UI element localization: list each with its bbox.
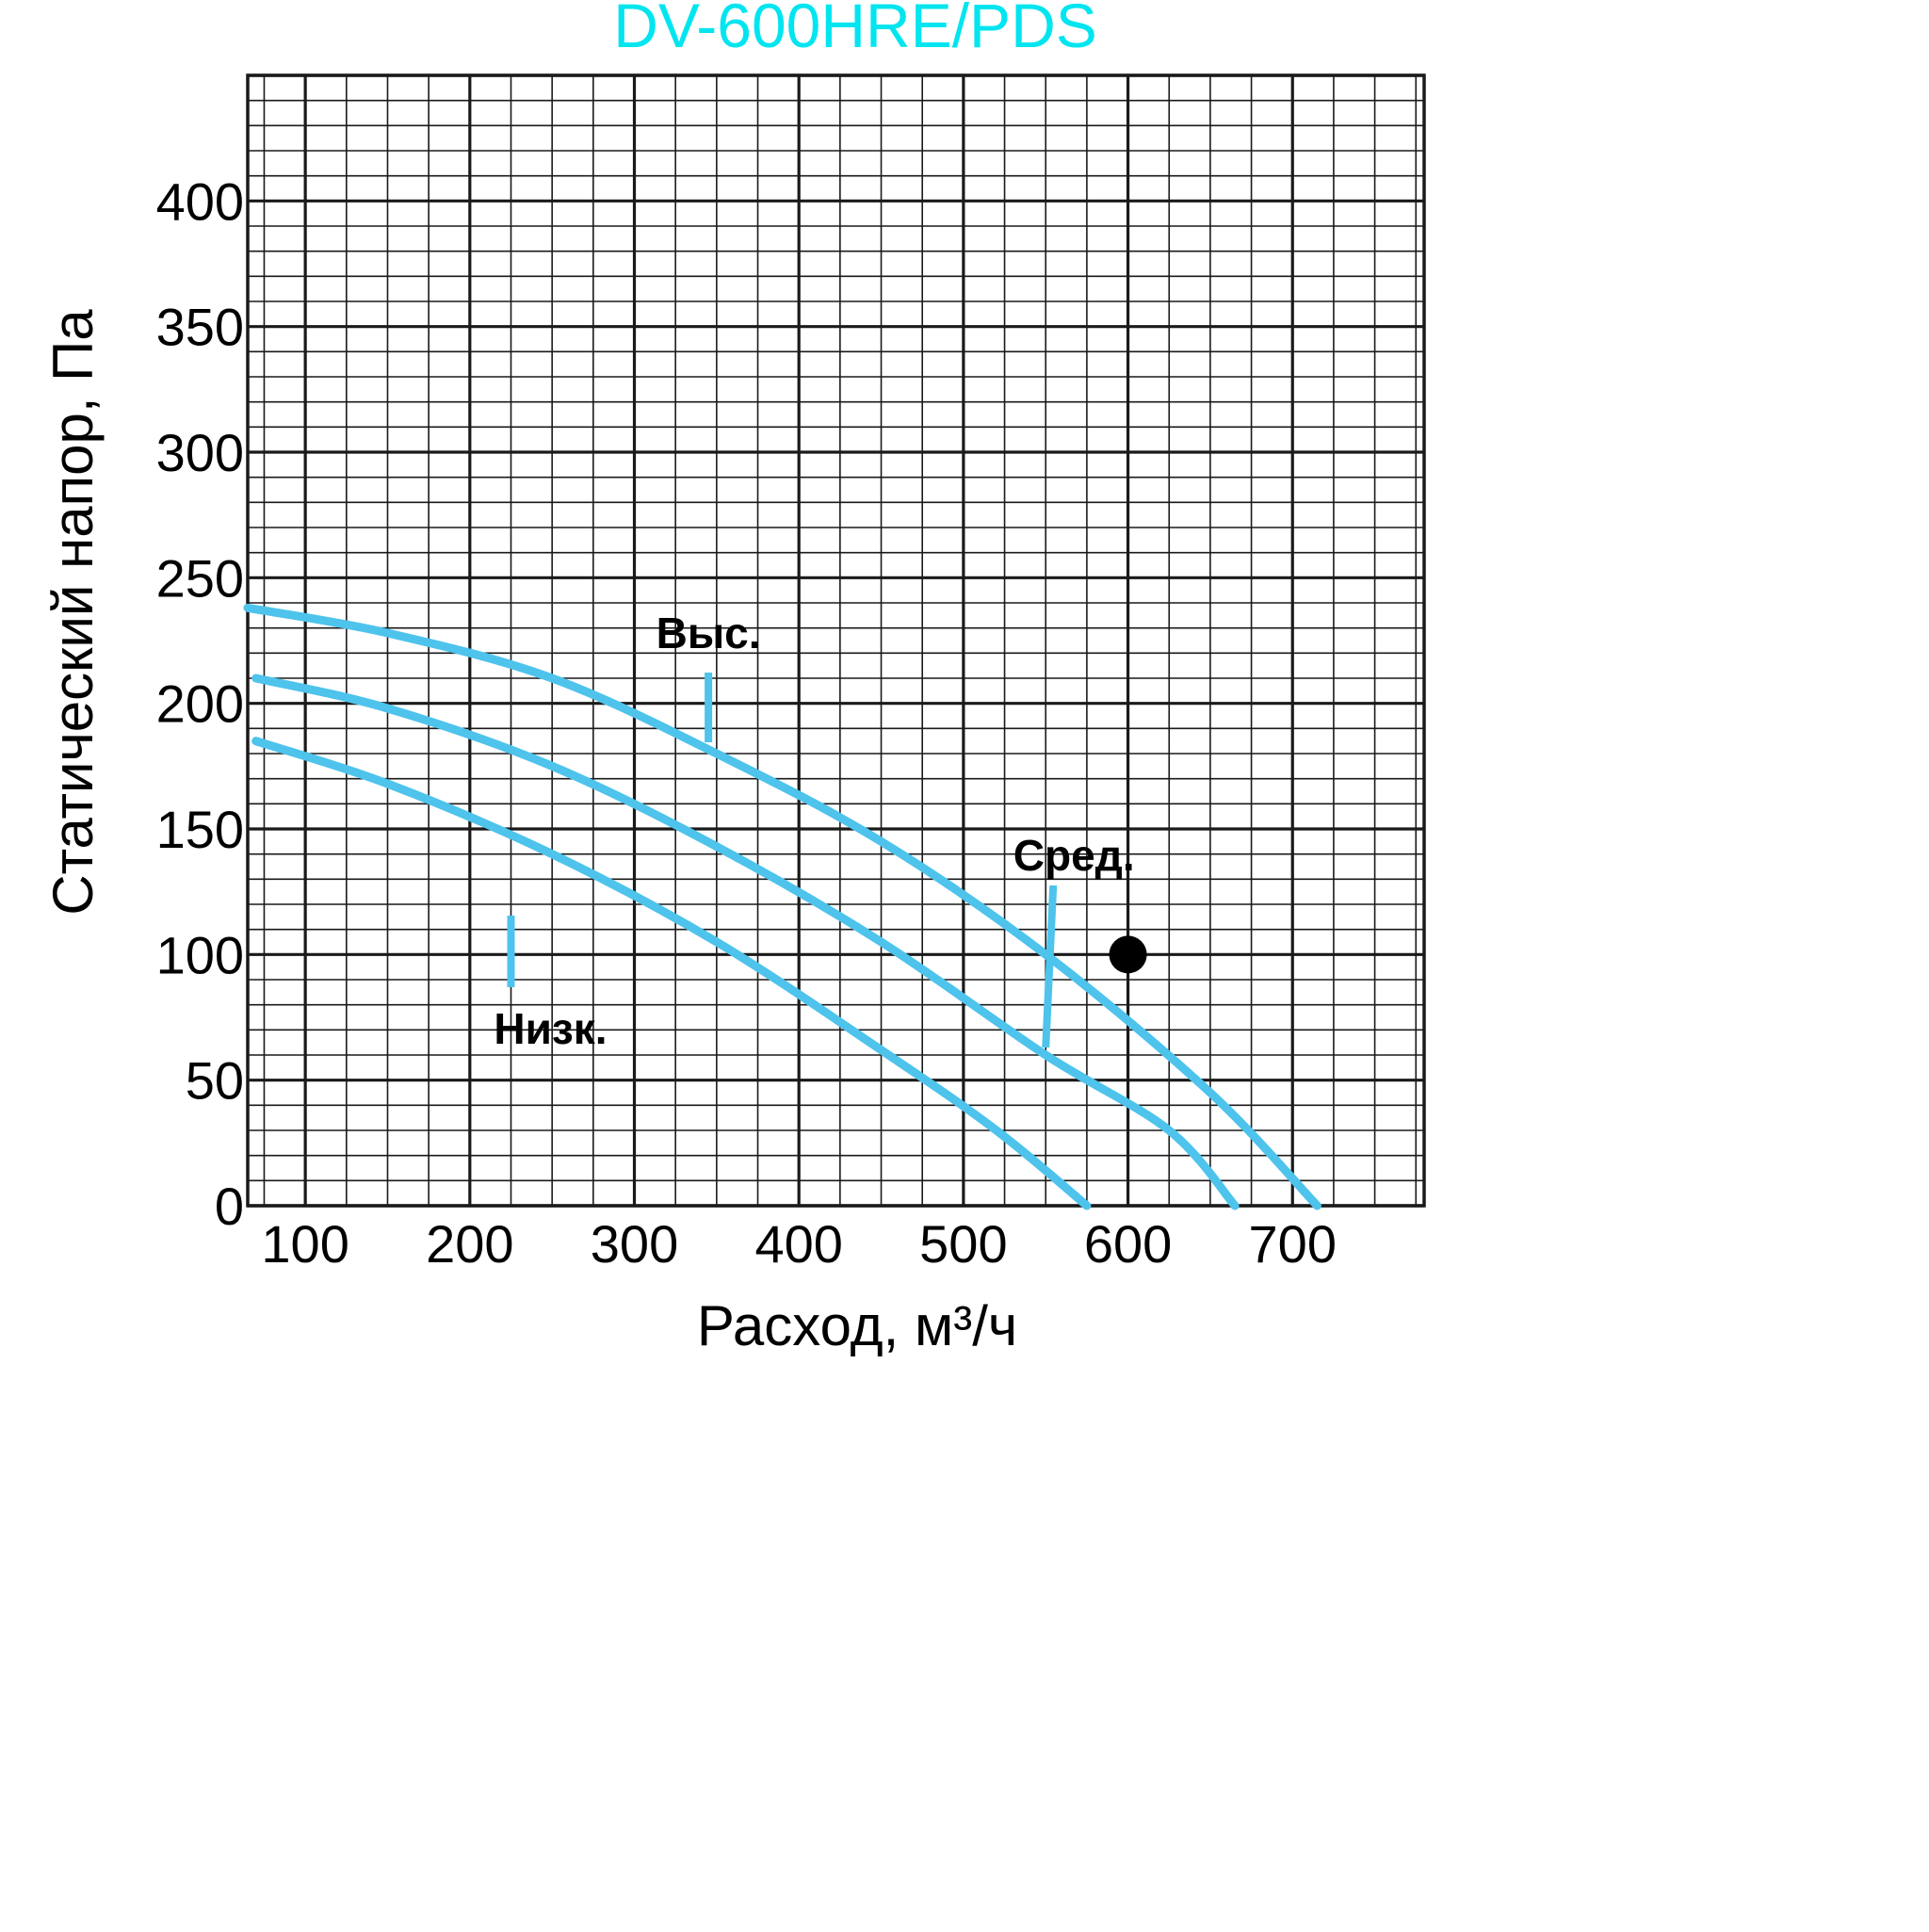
curve-label: Низк. — [494, 1004, 607, 1053]
x-tick-label: 400 — [754, 1214, 842, 1274]
curve-labels: Выс. Сред. Низк. — [494, 609, 1134, 1053]
series-line-2 — [251, 674, 1240, 1210]
curve-label: Выс. — [657, 609, 761, 658]
y-tick-label: 400 — [156, 171, 244, 231]
y-tick-label: 200 — [156, 674, 244, 734]
grid — [246, 73, 1426, 1208]
y-tick-label: 150 — [156, 800, 244, 859]
curve-label: Сред. — [1013, 831, 1135, 880]
y-tick-label: 100 — [156, 925, 244, 984]
fan-performance-chart: 0 50 100 150 200 250 300 350 400 100 200 300 400 500 6… — [41, 0, 1426, 1357]
y-tick-label: 50 — [186, 1051, 244, 1111]
x-tick-label: 200 — [426, 1214, 513, 1274]
chart-svg: 0 50 100 150 200 250 300 350 400 100 200 300 400 500 6… — [41, 0, 1426, 1357]
curves — [243, 603, 1321, 1210]
x-tick-label: 300 — [591, 1214, 678, 1274]
y-tick-label: 300 — [156, 423, 244, 482]
x-tick-label: 600 — [1084, 1214, 1172, 1274]
x-axis-label: Расход, м³/ч — [697, 1294, 1017, 1357]
y-tick-label: 0 — [215, 1177, 244, 1236]
operating-point-marker — [1109, 935, 1147, 974]
series-line-1 — [243, 603, 1321, 1210]
x-tick-label: 100 — [261, 1214, 349, 1274]
y-tick-label: 250 — [156, 548, 244, 608]
plot-frame — [246, 73, 1426, 1208]
y-axis-label: Статический напор, Па — [41, 309, 105, 916]
y-tick-label: 350 — [156, 298, 244, 357]
curve-label-leader — [1042, 885, 1058, 1048]
chart-title: DV-600HRE/PDS — [613, 0, 1097, 60]
tick-labels: 0 50 100 150 200 250 300 350 400 100 200 300 400 500 6… — [156, 171, 1337, 1274]
series-line-3 — [251, 737, 1092, 1210]
x-tick-label: 700 — [1249, 1214, 1337, 1274]
x-tick-label: 500 — [919, 1214, 1007, 1274]
